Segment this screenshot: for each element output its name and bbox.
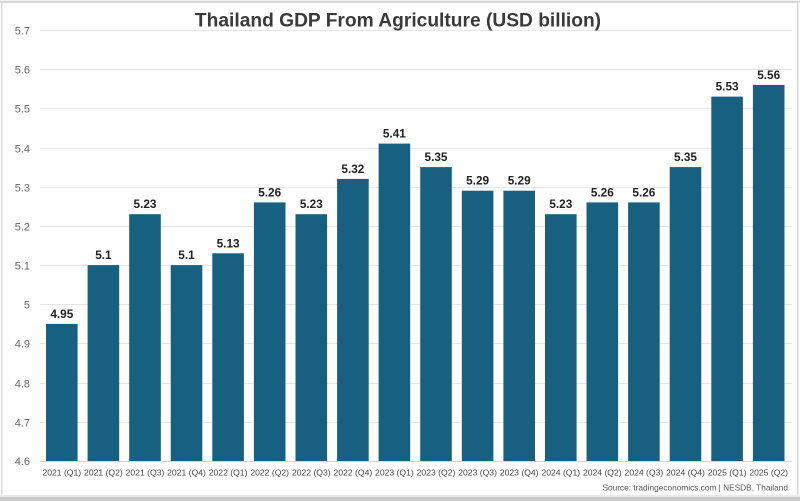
svg-text:2023 (Q1): 2023 (Q1): [375, 468, 414, 478]
svg-text:5.6: 5.6: [15, 64, 30, 76]
svg-text:5.13: 5.13: [217, 236, 240, 250]
svg-text:2024 (Q3): 2024 (Q3): [625, 468, 664, 478]
svg-text:2022 (Q4): 2022 (Q4): [334, 468, 373, 478]
svg-text:Thailand GDP From Agriculture: Thailand GDP From Agriculture (USD billi…: [195, 11, 601, 32]
svg-text:Source: tradingeconomics.com |: Source: tradingeconomics.com | NESDB, Th…: [602, 483, 788, 493]
svg-text:5.26: 5.26: [632, 185, 655, 199]
svg-text:5.4: 5.4: [15, 143, 30, 155]
svg-text:2021 (Q1): 2021 (Q1): [42, 468, 81, 478]
svg-text:2022 (Q3): 2022 (Q3): [292, 468, 331, 478]
svg-text:5.23: 5.23: [300, 197, 323, 211]
svg-text:5.35: 5.35: [425, 150, 448, 164]
svg-text:2023 (Q4): 2023 (Q4): [500, 468, 539, 478]
svg-text:5.32: 5.32: [341, 162, 364, 176]
svg-text:2021 (Q4): 2021 (Q4): [167, 468, 206, 478]
svg-text:2025 (Q2): 2025 (Q2): [749, 468, 788, 478]
svg-text:5.23: 5.23: [549, 197, 572, 211]
svg-text:4.7: 4.7: [15, 417, 30, 429]
svg-text:5.26: 5.26: [258, 185, 281, 199]
svg-text:2021 (Q2): 2021 (Q2): [84, 468, 123, 478]
svg-text:5.41: 5.41: [383, 127, 406, 141]
svg-text:5.1: 5.1: [178, 248, 195, 262]
svg-text:2021 (Q3): 2021 (Q3): [126, 468, 165, 478]
svg-text:5.23: 5.23: [134, 197, 157, 211]
svg-text:5.1: 5.1: [95, 248, 112, 262]
svg-text:2025 (Q1): 2025 (Q1): [708, 468, 747, 478]
svg-text:2022 (Q1): 2022 (Q1): [209, 468, 248, 478]
svg-text:2023 (Q3): 2023 (Q3): [458, 468, 497, 478]
svg-text:5.35: 5.35: [674, 150, 697, 164]
svg-text:5.26: 5.26: [591, 185, 614, 199]
svg-text:2024 (Q2): 2024 (Q2): [583, 468, 622, 478]
svg-text:5.5: 5.5: [15, 103, 30, 115]
svg-text:4.95: 4.95: [50, 307, 73, 321]
svg-text:2024 (Q1): 2024 (Q1): [541, 468, 580, 478]
svg-text:2022 (Q2): 2022 (Q2): [250, 468, 289, 478]
svg-text:4.6: 4.6: [15, 456, 30, 468]
svg-text:5.29: 5.29: [508, 174, 531, 188]
svg-text:2024 (Q4): 2024 (Q4): [666, 468, 705, 478]
svg-text:4.9: 4.9: [15, 338, 30, 350]
svg-text:2023 (Q2): 2023 (Q2): [417, 468, 456, 478]
svg-text:5.53: 5.53: [716, 80, 739, 94]
svg-text:5: 5: [24, 299, 30, 311]
svg-text:5.29: 5.29: [466, 174, 489, 188]
svg-text:5.2: 5.2: [15, 221, 30, 233]
svg-text:5.3: 5.3: [15, 182, 30, 194]
svg-text:5.7: 5.7: [15, 25, 30, 37]
svg-text:5.56: 5.56: [757, 68, 780, 82]
svg-text:5.1: 5.1: [15, 260, 30, 272]
svg-text:4.8: 4.8: [15, 378, 30, 390]
